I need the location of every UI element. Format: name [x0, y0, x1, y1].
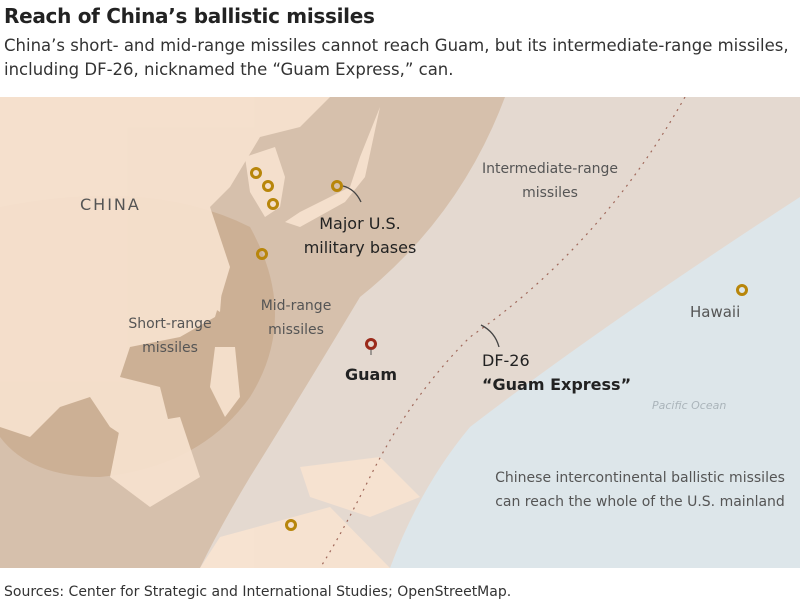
label-short-range: Short-range missiles	[120, 312, 220, 360]
label-icbm-line2: can reach the whole of the U.S. mainland	[495, 494, 785, 510]
label-icbm-line1: Chinese intercontinental ballistic missi…	[495, 470, 785, 486]
base-marker	[331, 180, 343, 192]
label-hawaii: Hawaii	[690, 303, 741, 321]
label-mid-line2: missiles	[268, 322, 324, 338]
map: CHINA Major U.S. military bases Short-ran…	[0, 96, 800, 569]
label-df26-line2: “Guam Express”	[482, 375, 632, 394]
label-mid-range: Mid-range missiles	[246, 294, 346, 342]
label-icbm: Chinese intercontinental ballistic missi…	[490, 466, 790, 514]
base-marker	[267, 198, 279, 210]
taiwan	[212, 287, 222, 312]
label-bases: Major U.S. military bases	[300, 212, 420, 260]
label-china: CHINA	[80, 195, 141, 214]
label-short-line2: missiles	[142, 340, 198, 356]
borneo	[110, 417, 200, 507]
australia	[200, 507, 390, 568]
base-markers	[250, 167, 748, 531]
df26-arrow	[480, 324, 500, 348]
chart-subtitle: China’s short- and mid-range missiles ca…	[4, 36, 789, 79]
hawaii-marker	[736, 284, 748, 296]
china-mainland	[0, 97, 330, 447]
label-inter-line1: Intermediate-range	[481, 161, 619, 177]
label-bases-line1: Major U.S.	[319, 214, 401, 233]
label-df26: DF-26 “Guam Express”	[482, 349, 631, 397]
label-intermediate-range: Intermediate-range missiles	[470, 157, 630, 205]
base-marker	[285, 519, 297, 531]
label-mid-line1: Mid-range	[260, 298, 332, 314]
source-note: Sources: Center for Strategic and Intern…	[4, 584, 512, 600]
label-df26-line1: DF-26	[482, 351, 530, 370]
label-pacific-ocean: Pacific Ocean	[652, 399, 727, 412]
base-marker	[250, 167, 262, 179]
map-canvas	[0, 96, 800, 569]
japan	[285, 107, 380, 227]
base-marker	[262, 180, 274, 192]
label-bases-line2: military bases	[303, 238, 417, 257]
label-guam: Guam	[345, 365, 397, 384]
label-inter-line2: missiles	[522, 185, 578, 201]
guam-marker	[365, 338, 377, 350]
base-marker	[256, 248, 268, 260]
chart-title: Reach of China’s ballistic missiles	[4, 4, 375, 28]
label-short-line1: Short-range	[128, 316, 212, 332]
landmass	[0, 97, 420, 568]
bases-arrow	[342, 185, 362, 203]
new-guinea	[300, 457, 420, 517]
philippines	[210, 347, 240, 417]
